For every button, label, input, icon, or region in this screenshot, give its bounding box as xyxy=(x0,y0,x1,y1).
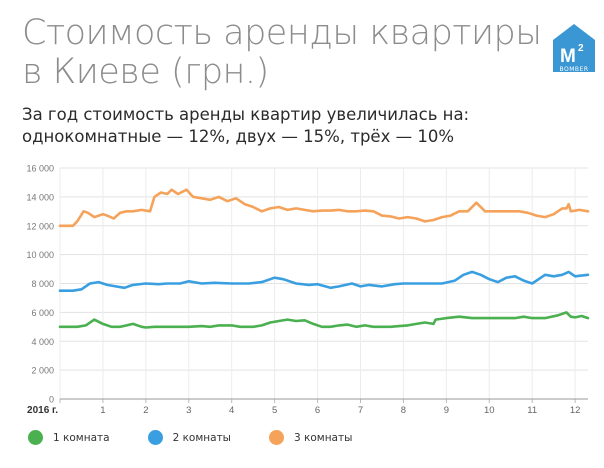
chart-title: Стоимость аренды квартиры в Киеве (грн.) xyxy=(22,14,542,92)
legend-swatch-2-rooms xyxy=(147,430,163,445)
x-tick-label: 7 xyxy=(358,405,363,416)
legend-item-1-room: 1 комната xyxy=(28,430,110,445)
logo-caption: BOMBER xyxy=(559,66,589,73)
x-tick-label: 4 xyxy=(229,405,234,416)
chart-subtitle: За год стоимость аренды квартир увеличил… xyxy=(22,104,469,148)
chart-subtitle-line-1: За год стоимость аренды квартир увеличил… xyxy=(22,105,470,124)
legend-swatch-1-room xyxy=(28,430,43,445)
x-tick-label: 9 xyxy=(444,405,449,416)
y-tick-label: 4 000 xyxy=(31,337,54,347)
x-tick-label: 11 xyxy=(527,405,537,416)
chart-title-line-2: в Киеве (грн.) xyxy=(22,52,269,92)
series-line-2 xyxy=(58,270,590,292)
y-tick-label: 0 xyxy=(49,395,54,405)
x-tick-label: 2016 г. xyxy=(27,405,58,416)
series-line-3 xyxy=(58,188,590,228)
legend-swatch-3-rooms xyxy=(268,430,284,445)
series-line-1 xyxy=(58,311,590,329)
y-tick-label: 16 000 xyxy=(26,164,54,174)
x-tick-label: 5 xyxy=(272,405,277,416)
y-tick-label: 12 000 xyxy=(26,221,54,231)
x-tick-label: 2 xyxy=(143,405,148,416)
m2-bomber-logo: M 2 BOMBER xyxy=(551,22,597,74)
logo-superscript: 2 xyxy=(578,43,584,54)
y-tick-label: 6 000 xyxy=(31,308,54,318)
legend-label-3-rooms: 3 комнаты xyxy=(293,431,353,444)
legend-item-3-rooms: 3 комнаты xyxy=(268,430,353,445)
x-tick-label: 10 xyxy=(484,405,495,416)
legend: 1 комната 2 комнаты 3 комнаты xyxy=(28,430,390,445)
legend-label-2-rooms: 2 комнаты xyxy=(172,431,231,444)
x-tick-label: 3 xyxy=(186,405,191,416)
logo-letter: M xyxy=(560,46,576,67)
legend-label-1-room: 1 комната xyxy=(53,431,110,444)
x-tick-label: 6 xyxy=(315,405,320,416)
house-logo-icon: M 2 xyxy=(553,24,595,72)
x-tick-label: 1 xyxy=(100,405,105,416)
chart-subtitle-line-2: однокомнатные — 12%, двух — 15%, трёх — … xyxy=(22,127,455,146)
y-tick-label: 2 000 xyxy=(31,366,54,376)
chart-title-line-1: Стоимость аренды квартиры xyxy=(22,13,542,53)
x-tick-label: 8 xyxy=(401,405,406,416)
y-tick-label: 14 000 xyxy=(26,192,54,202)
legend-item-2-rooms: 2 комнаты xyxy=(147,430,231,445)
y-tick-label: 8 000 xyxy=(31,279,54,289)
y-tick-label: 10 000 xyxy=(26,250,54,260)
x-tick-label: 12 xyxy=(570,405,581,416)
